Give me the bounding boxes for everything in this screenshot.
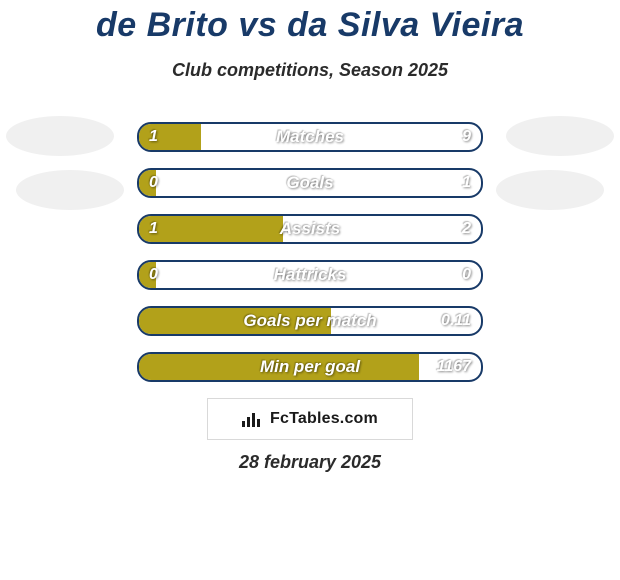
source-badge-text: FcTables.com — [270, 410, 378, 428]
stat-fill-left — [139, 262, 156, 288]
player-left-avatar-1 — [6, 116, 114, 156]
stat-fill-left — [139, 308, 331, 334]
stat-row: Assists12 — [137, 214, 483, 244]
stat-fill-left — [139, 124, 201, 150]
stat-fill-left — [139, 354, 419, 380]
comparison-canvas: de Brito vs da Silva Vieira Club competi… — [0, 0, 620, 580]
page-title: de Brito vs da Silva Vieira — [0, 6, 620, 45]
player-left-avatar-2 — [16, 170, 124, 210]
stat-row: Matches19 — [137, 122, 483, 152]
source-badge[interactable]: FcTables.com — [207, 398, 413, 440]
footer-date: 28 february 2025 — [0, 452, 620, 473]
bars-icon — [242, 411, 264, 427]
player-right-avatar-2 — [496, 170, 604, 210]
stat-row: Goals per match0.11 — [137, 306, 483, 336]
stat-fill-left — [139, 216, 283, 242]
stat-row: Hattricks00 — [137, 260, 483, 290]
page-subtitle: Club competitions, Season 2025 — [0, 60, 620, 81]
stat-fill-left — [139, 170, 156, 196]
player-right-avatar-1 — [506, 116, 614, 156]
comparison-bars: Matches19 Goals01 Assists12 Hattricks00 Goal… — [137, 122, 483, 398]
stat-row: Goals01 — [137, 168, 483, 198]
stat-row: Min per goal1167 — [137, 352, 483, 382]
